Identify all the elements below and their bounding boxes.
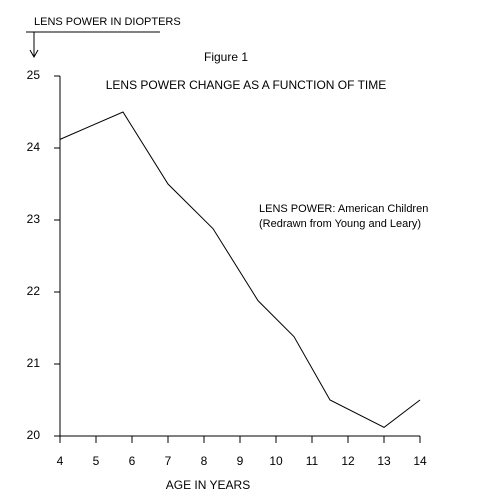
x-tick-label: 10 — [269, 454, 283, 468]
y-tick-label: 21 — [27, 356, 41, 370]
y-axis-label: LENS POWER IN DIOPTERS — [34, 16, 181, 28]
x-tick-label: 8 — [201, 454, 208, 468]
y-tick-label: 25 — [27, 68, 41, 82]
chart-subtitle: LENS POWER CHANGE AS A FUNCTION OF TIME — [106, 78, 387, 92]
x-tick-label: 4 — [57, 454, 64, 468]
x-axis-label: AGE IN YEARS — [166, 478, 250, 492]
y-tick-label: 20 — [27, 428, 41, 442]
y-tick-label: 23 — [27, 212, 41, 226]
data-line — [59, 111, 421, 428]
annotation: LENS POWER: American Children — [259, 203, 428, 215]
annotation: (Redrawn from Young and Leary) — [259, 218, 421, 230]
y-tick-label: 22 — [27, 284, 41, 298]
x-tick-label: 13 — [377, 454, 391, 468]
x-tick-label: 6 — [129, 454, 136, 468]
x-tick-label: 7 — [165, 454, 172, 468]
x-tick-label: 5 — [93, 454, 100, 468]
y-tick-label: 24 — [27, 140, 41, 154]
x-tick-label: 9 — [237, 454, 244, 468]
y-label-arrowhead — [29, 49, 39, 59]
x-tick-label: 12 — [341, 454, 355, 468]
x-tick-label: 14 — [413, 454, 427, 468]
x-tick-label: 11 — [306, 454, 319, 468]
chart-title: Figure 1 — [204, 50, 248, 64]
